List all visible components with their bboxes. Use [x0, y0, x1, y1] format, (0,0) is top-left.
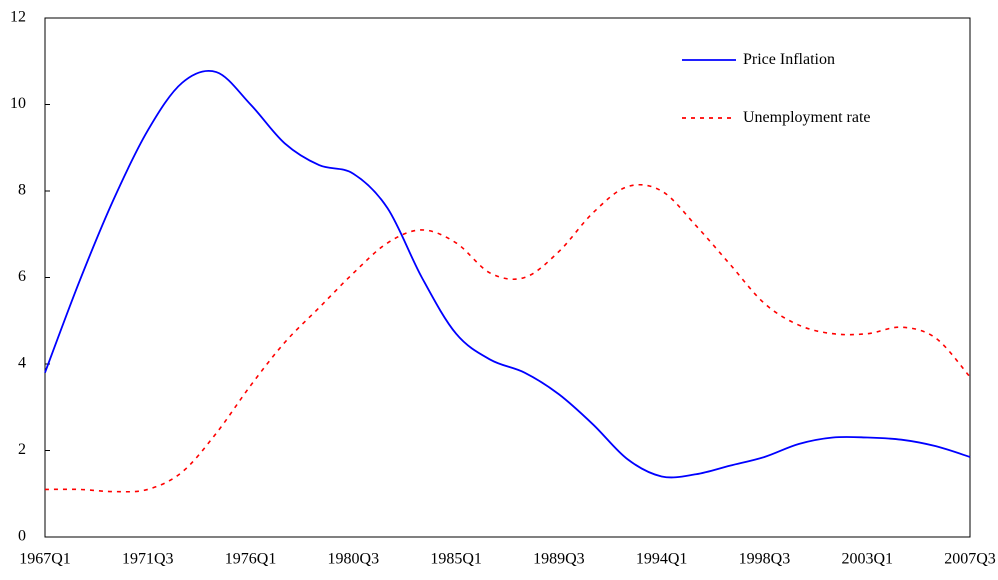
legend-label: Price Inflation: [743, 51, 835, 68]
x-tick-label: 1989Q3: [533, 551, 585, 568]
plot-frame: [44, 17, 971, 538]
x-tick-label: 1994Q1: [636, 551, 688, 568]
x-tick-label: 1976Q1: [225, 551, 277, 568]
line-series: [44, 183, 971, 493]
y-tick-label: 8: [18, 182, 26, 199]
x-tick-label: 2007Q3: [944, 551, 996, 568]
y-tick-label: 4: [18, 355, 26, 372]
legend-label: Unemployment rate: [743, 109, 871, 126]
line-series: [44, 69, 971, 479]
x-tick-label: 1985Q1: [430, 551, 482, 568]
y-tick-label: 12: [10, 9, 26, 26]
x-tick-label: 1967Q1: [19, 551, 71, 568]
y-tick-label: 2: [18, 441, 26, 458]
x-tick-label: 2003Q1: [841, 551, 893, 568]
y-tick-label: 0: [18, 528, 26, 545]
x-tick-label: 1980Q3: [328, 551, 380, 568]
x-tick-label: 1998Q3: [739, 551, 791, 568]
x-tick-label: 1971Q3: [122, 551, 174, 568]
y-tick-label: 10: [10, 95, 26, 112]
y-tick-label: 6: [18, 268, 26, 285]
